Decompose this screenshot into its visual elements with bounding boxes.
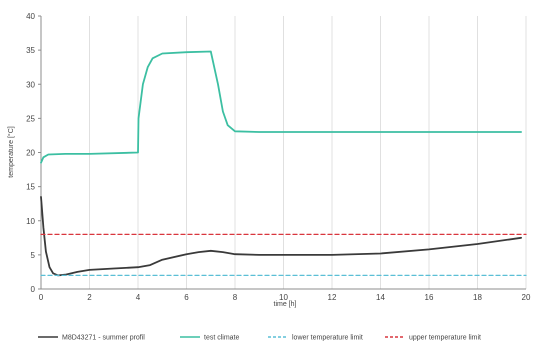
y-tick-label: 15: [26, 183, 35, 192]
x-tick-label: 6: [184, 293, 189, 302]
x-tick-label: 4: [136, 293, 141, 302]
legend-label-1: test climate: [204, 335, 240, 342]
legend-label-2: lower temperature limit: [292, 335, 363, 342]
legend-label-3: upper temperature limit: [409, 335, 481, 342]
y-tick-label: 30: [26, 80, 35, 89]
axes: [38, 15, 526, 290]
tick-labels: 0 2 4 6 8 10 12 14 16 18 20 0 5 10 15 20 25 30 35 40: [26, 12, 531, 302]
x-tick-label: 20: [522, 293, 531, 302]
x-tick-label: 18: [473, 293, 482, 302]
legend-label-0: M8D43271 - summer profil: [62, 335, 145, 342]
legend: M8D43271 - summer profil test climate lowe…: [38, 335, 481, 342]
x-tick-label: 8: [233, 293, 238, 302]
y-tick-label: 5: [31, 251, 36, 260]
y-axis-label: temperature [°C]: [7, 126, 15, 177]
x-axis-label: time [h]: [274, 301, 297, 308]
series-line-1: [40, 50, 522, 164]
y-tick-label: 10: [26, 217, 35, 226]
x-tick-label: 16: [425, 293, 434, 302]
x-tick-label: 12: [328, 293, 337, 302]
x-tick-label: 2: [87, 293, 92, 302]
series-line-0: [40, 196, 522, 277]
y-tick-label: 40: [26, 12, 35, 21]
series-group: [40, 50, 527, 277]
y-tick-label: 35: [26, 46, 35, 55]
x-tick-label: 10: [279, 293, 288, 302]
y-tick-label: 20: [26, 149, 35, 158]
x-tick-label: 0: [39, 293, 44, 302]
grid-lines: [89, 16, 527, 289]
y-tick-label: 0: [31, 285, 36, 294]
x-tick-label: 14: [376, 293, 385, 302]
y-tick-label: 25: [26, 114, 35, 123]
